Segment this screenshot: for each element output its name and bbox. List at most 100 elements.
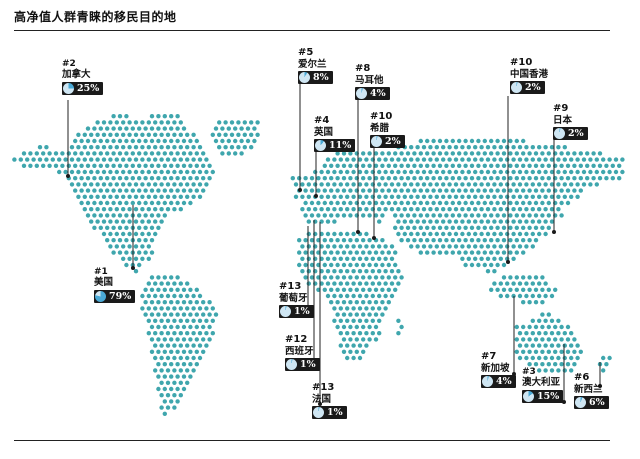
land-dot <box>188 188 193 193</box>
land-dot <box>357 281 363 286</box>
land-dot <box>191 132 196 137</box>
land-dot <box>521 349 526 354</box>
land-dot <box>514 163 519 168</box>
land-dot <box>156 324 161 330</box>
country-name: 新加坡 <box>481 362 510 374</box>
land-dot <box>562 194 567 199</box>
country-name: 新西兰 <box>574 383 603 395</box>
land-dot <box>172 182 177 187</box>
land-dot <box>197 306 203 311</box>
land-dot <box>444 163 449 168</box>
land-dot <box>345 306 350 311</box>
land-dot <box>546 324 551 330</box>
label-spain[interactable]: #12 西班牙 1% <box>285 334 320 374</box>
land-dot <box>92 126 97 131</box>
land-dot <box>169 312 174 317</box>
land-dot <box>41 151 46 156</box>
land-dot <box>450 250 455 255</box>
label-usa[interactable]: #1 美国 79% <box>94 267 136 306</box>
land-dot <box>543 207 548 212</box>
land-dot <box>105 126 110 131</box>
land-dot <box>124 262 129 268</box>
percent-value: 4% <box>496 375 512 387</box>
land-dot <box>188 151 193 156</box>
label-malta[interactable]: #8 马耳他 4% <box>355 63 390 103</box>
land-dot <box>325 231 331 237</box>
land-dot <box>415 194 420 199</box>
land-dot <box>303 250 308 255</box>
land-dot <box>351 169 356 175</box>
land-dot <box>124 114 129 119</box>
land-dot <box>444 213 449 218</box>
land-dot <box>156 386 161 392</box>
land-dot <box>546 312 551 317</box>
land-dot <box>511 207 516 212</box>
land-dot <box>108 182 113 187</box>
land-dot <box>447 157 452 162</box>
label-ireland[interactable]: #5 爱尔兰 8% <box>298 47 333 87</box>
land-dot <box>498 182 503 187</box>
land-dot <box>127 219 132 224</box>
label-greece[interactable]: #10 希腊 2% <box>370 111 405 151</box>
land-dot <box>565 176 571 181</box>
land-dot <box>133 169 139 175</box>
land-dot <box>367 213 372 218</box>
land-dot <box>421 182 427 187</box>
label-uk[interactable]: #4 英国 11% <box>314 115 356 155</box>
land-dot <box>194 151 199 156</box>
land-dot <box>191 293 196 299</box>
land-dot <box>95 120 100 125</box>
land-dot <box>463 225 468 230</box>
land-dot <box>469 262 475 268</box>
land-dot <box>521 250 526 255</box>
land-dot <box>412 200 417 206</box>
land-dot <box>537 281 542 286</box>
land-dot <box>149 349 155 354</box>
land-dot <box>437 200 443 206</box>
land-dot <box>521 300 526 305</box>
land-dot <box>450 200 455 206</box>
land-dot <box>498 169 503 175</box>
land-dot <box>133 244 139 249</box>
land-dot <box>533 188 539 193</box>
label-portugal[interactable]: #13 葡萄牙 1% <box>279 281 314 321</box>
land-dot <box>341 238 347 243</box>
land-dot <box>469 238 475 243</box>
land-dot <box>533 324 539 330</box>
land-dot <box>146 182 151 187</box>
label-hongkong[interactable]: #10 中国香港 2% <box>510 57 548 97</box>
label-france[interactable]: #13 法国 1% <box>312 382 347 422</box>
land-dot <box>578 176 583 181</box>
land-dot <box>425 225 430 230</box>
land-dot <box>137 262 142 268</box>
land-dot <box>402 231 407 237</box>
land-dot <box>377 194 382 199</box>
land-dot <box>348 151 353 156</box>
land-dot <box>367 151 372 156</box>
land-dot <box>447 231 452 237</box>
land-dot <box>380 176 385 181</box>
pie-icon <box>356 88 367 100</box>
land-dot <box>159 169 164 175</box>
land-dot <box>105 238 110 243</box>
label-canada[interactable]: #2 加拿大 25% <box>62 59 104 98</box>
label-singapore[interactable]: #7 新加坡 4% <box>481 351 516 391</box>
land-dot <box>159 355 164 361</box>
land-dot <box>133 269 139 274</box>
land-dot <box>453 207 459 212</box>
land-dot <box>121 219 126 224</box>
land-dot <box>373 163 379 168</box>
land-dot <box>146 244 151 249</box>
land-dot <box>380 213 385 218</box>
pie-icon <box>371 136 382 148</box>
land-dot <box>505 281 510 286</box>
land-dot <box>335 324 340 330</box>
land-dot <box>441 145 446 150</box>
label-japan[interactable]: #9 日本 2% <box>553 103 588 143</box>
label-newzealand[interactable]: #6 新西兰 6% <box>574 372 609 412</box>
land-dot <box>178 343 183 348</box>
land-dot <box>37 157 43 162</box>
land-dot <box>172 318 177 323</box>
land-dot <box>233 126 238 131</box>
label-australia[interactable]: #3 澳大利亚 15% <box>522 367 564 406</box>
